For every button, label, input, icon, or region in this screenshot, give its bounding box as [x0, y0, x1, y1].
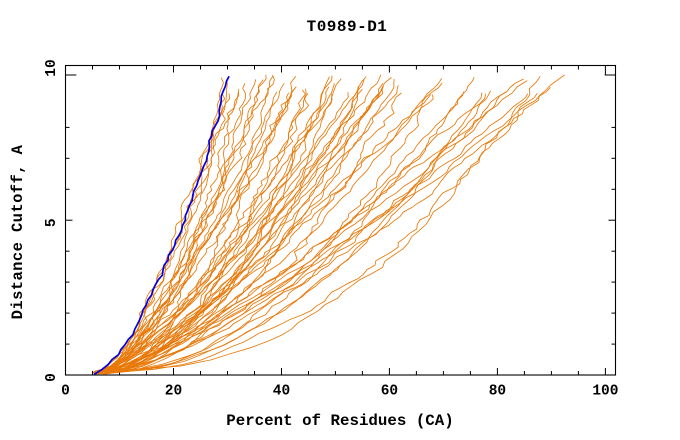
svg-text:80: 80 [489, 384, 506, 400]
svg-text:100: 100 [592, 384, 618, 400]
svg-text:20: 20 [165, 384, 182, 400]
svg-text:0: 0 [44, 373, 60, 382]
svg-text:5: 5 [44, 218, 60, 227]
svg-text:40: 40 [273, 384, 290, 400]
svg-text:0: 0 [61, 384, 70, 400]
svg-text:60: 60 [381, 384, 398, 400]
svg-text:10: 10 [44, 59, 60, 76]
